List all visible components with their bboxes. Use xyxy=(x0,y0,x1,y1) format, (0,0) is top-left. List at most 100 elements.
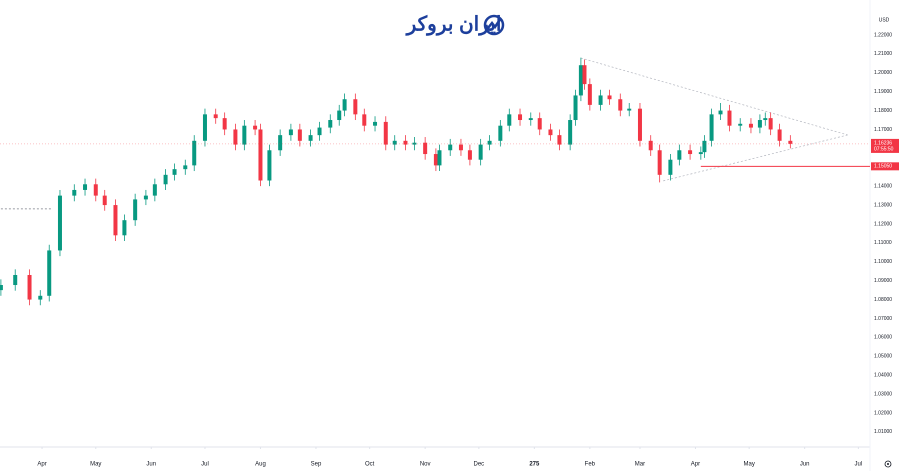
y-tick-label: 1.08000 xyxy=(874,297,892,303)
candle-body xyxy=(607,95,612,100)
candle-body xyxy=(392,140,397,145)
candle-body xyxy=(648,140,653,151)
candle-body xyxy=(258,129,263,181)
x-tick-label: Oct xyxy=(365,462,375,468)
candle-body xyxy=(308,135,313,141)
last-price-label: 1.16236 xyxy=(874,141,892,147)
candle-body xyxy=(528,118,533,121)
y-tick-label: 1.13000 xyxy=(874,202,892,208)
candle-body xyxy=(102,195,107,206)
x-tick-label: Feb xyxy=(585,462,596,468)
candle-body xyxy=(467,150,472,160)
candle-body xyxy=(337,110,342,121)
candle-body xyxy=(573,95,578,121)
candle-body xyxy=(709,114,714,141)
candle-body xyxy=(677,150,682,160)
x-tick-label: May xyxy=(90,462,101,468)
x-tick-label: May xyxy=(743,462,754,468)
x-tick-label: 275 xyxy=(529,462,540,468)
candle-body xyxy=(702,140,707,153)
candle-body xyxy=(657,150,662,175)
candle-body xyxy=(757,120,762,128)
candle-body xyxy=(328,120,333,128)
y-tick-label: 1.19000 xyxy=(874,89,892,95)
candle-body xyxy=(362,114,367,126)
candle-body xyxy=(288,129,293,136)
plot-area xyxy=(0,57,870,306)
candle-body xyxy=(317,127,322,136)
candle-body xyxy=(13,275,18,286)
candle-body xyxy=(38,295,43,300)
candle-body xyxy=(93,184,98,196)
candle-body xyxy=(448,144,453,151)
candle-body xyxy=(267,150,272,181)
candle-body xyxy=(587,84,592,105)
x-tick-label: Sep xyxy=(311,462,322,468)
candle-body xyxy=(738,123,743,126)
x-tick-label: Apr xyxy=(37,462,46,468)
candle-body xyxy=(72,189,77,196)
last-price-box xyxy=(871,138,899,153)
candle-body xyxy=(113,205,118,236)
candle-body xyxy=(152,184,157,196)
x-tick-label: Jun xyxy=(146,462,156,468)
candle-body xyxy=(688,150,693,155)
candle-body xyxy=(487,140,492,145)
candle-body xyxy=(618,99,623,111)
candle-body xyxy=(537,118,542,130)
y-tick-label: 1.22000 xyxy=(874,32,892,38)
candle-body xyxy=(192,140,197,166)
x-tick-label: Jun xyxy=(800,462,810,468)
candle-body xyxy=(498,125,503,141)
x-tick-label: Jul xyxy=(201,462,209,468)
y-tick-label: 1.01000 xyxy=(874,429,892,435)
candle-body xyxy=(458,144,463,151)
candle-body xyxy=(433,154,438,166)
x-tick-label: Mar xyxy=(635,462,645,468)
candle-body xyxy=(297,129,302,141)
candle-body xyxy=(582,65,587,85)
y-tick-label: 1.12000 xyxy=(874,221,892,227)
y-tick-label: 1.03000 xyxy=(874,391,892,397)
y-tick-label: 1.06000 xyxy=(874,335,892,341)
y-tick-label: 1.18000 xyxy=(874,108,892,114)
candle-body xyxy=(253,125,258,130)
y-tick-label: 1.07000 xyxy=(874,316,892,322)
x-tick-label: Dec xyxy=(474,462,485,468)
candle-body xyxy=(557,135,562,145)
candle-body xyxy=(637,108,642,141)
candle-body xyxy=(423,142,428,155)
candle-body xyxy=(242,125,247,145)
x-tick-label: Jul xyxy=(855,462,863,468)
candle-body xyxy=(578,65,583,96)
candle-body xyxy=(83,184,88,190)
countdown: 07:55:50 xyxy=(874,147,894,153)
logo-icon xyxy=(483,14,505,36)
watermark: ایران بروکر xyxy=(405,13,502,36)
y-tick-label: 1.10000 xyxy=(874,259,892,265)
candle-body xyxy=(478,144,483,160)
y-tick-label: 1.11000 xyxy=(874,240,892,246)
candle-body xyxy=(763,118,768,121)
axes: 1.22000 1.21000 1.20000 1.19000 1.18000 1.170… xyxy=(37,32,899,468)
candle-body xyxy=(668,159,673,175)
candle-body xyxy=(727,110,732,126)
settings-icon[interactable] xyxy=(884,460,892,468)
candle-body xyxy=(342,99,347,111)
candle-body xyxy=(518,114,523,121)
x-tick-label: Nov xyxy=(420,462,431,468)
candle-body xyxy=(278,135,283,151)
candle-body xyxy=(412,142,417,145)
candle-body xyxy=(627,108,632,111)
level-label-box xyxy=(871,162,899,171)
candle-body xyxy=(598,95,603,105)
candle-body xyxy=(47,250,52,296)
candle-body xyxy=(163,174,168,185)
candle-body xyxy=(788,140,793,144)
y-tick-label: 1.20000 xyxy=(874,70,892,76)
y-tick-label: 1.05000 xyxy=(874,354,892,360)
y-tick-label: 1.21000 xyxy=(874,51,892,57)
